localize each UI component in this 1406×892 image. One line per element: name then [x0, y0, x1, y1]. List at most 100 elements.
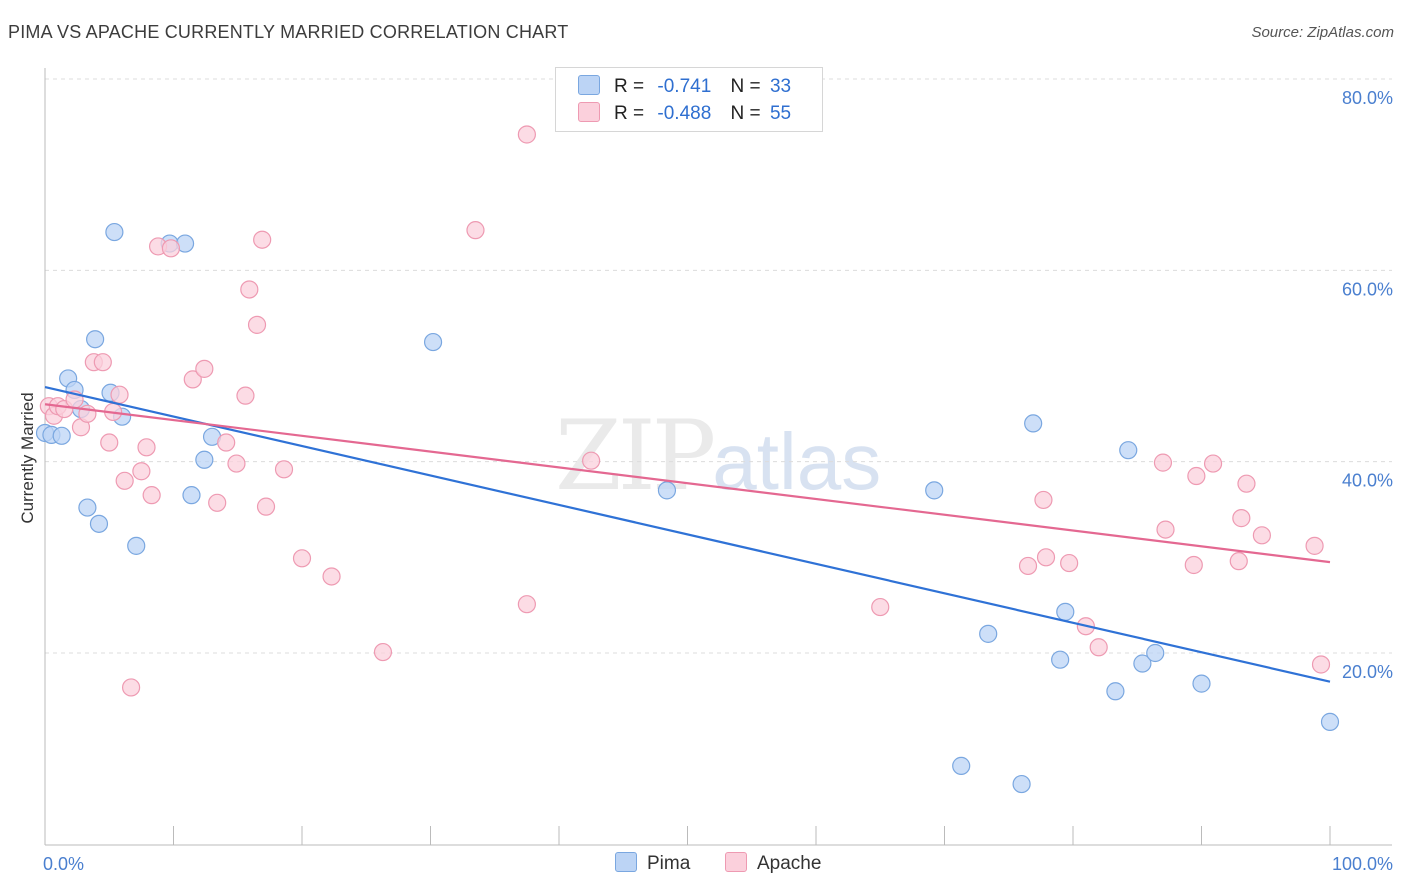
apache-series — [39, 125, 1331, 697]
apache-point — [227, 454, 246, 473]
apache-r-label: R = — [614, 103, 645, 124]
apache-point — [115, 471, 134, 490]
y-tick-label: 20.0% — [1342, 662, 1393, 682]
pima-point — [182, 486, 201, 505]
apache-legend-label: Apache — [757, 853, 822, 874]
pima-point — [952, 756, 971, 775]
pima-point — [1119, 441, 1138, 460]
apache-point — [1229, 552, 1248, 571]
apache-point — [1232, 509, 1251, 528]
x-tick-label-max: 100.0% — [1332, 854, 1393, 874]
tick-labels: 20.0% 40.0% 60.0% 80.0% 0.0% 100.0% Currently … — [18, 88, 1393, 874]
trend-lines — [44, 385, 1331, 683]
apache-point — [1156, 520, 1175, 539]
pima-point — [979, 624, 998, 643]
pima-point — [78, 498, 97, 517]
pima-legend-label: Pima — [647, 853, 691, 874]
apache-point — [1184, 555, 1203, 575]
apache-point — [247, 315, 267, 334]
apache-point — [100, 433, 119, 452]
apache-point — [183, 370, 202, 389]
apache-point — [240, 280, 259, 299]
pima-swatch — [578, 75, 600, 95]
legend-row-apache: R = -0.488 N = 55 — [578, 102, 791, 128]
pima-point — [1106, 682, 1125, 701]
y-tick-label: 80.0% — [1342, 88, 1393, 108]
pima-point — [1320, 712, 1340, 731]
pima-n-value: 33 — [769, 76, 792, 97]
series-legend: Pima Apache — [0, 852, 1406, 878]
apache-n-value: 55 — [769, 103, 792, 124]
apache-point — [236, 386, 255, 405]
apache-point — [208, 493, 227, 512]
legend-item-pima[interactable]: Pima — [615, 852, 690, 875]
apache-point — [110, 385, 129, 404]
apache-point — [142, 486, 161, 505]
apache-point — [1060, 553, 1079, 573]
y-tick-label: 60.0% — [1342, 279, 1393, 299]
y-axis-title: Currently Married — [18, 392, 37, 523]
apache-point — [161, 239, 181, 258]
apache-point — [373, 642, 393, 662]
pima-legend-swatch — [615, 852, 637, 872]
pima-r-label: R = — [614, 76, 645, 97]
apache-point — [1311, 655, 1331, 674]
pima-point — [925, 481, 944, 500]
y-tick-label: 40.0% — [1342, 471, 1393, 491]
apache-r-value: -0.488 — [657, 103, 712, 124]
pima-trend-line — [44, 385, 1331, 683]
apache-point — [1187, 466, 1206, 486]
pima-point — [423, 332, 443, 352]
pima-point — [1146, 643, 1165, 663]
legend-item-apache[interactable]: Apache — [725, 852, 821, 875]
apache-point — [121, 678, 141, 697]
apache-point — [1089, 638, 1108, 657]
pima-point — [195, 450, 214, 469]
pima-point — [1051, 650, 1070, 669]
apache-point — [1153, 453, 1173, 472]
apache-point — [582, 451, 601, 470]
apache-point — [1305, 536, 1324, 555]
pima-n-label: N = — [730, 76, 761, 97]
apache-point — [322, 567, 341, 586]
pima-point — [52, 426, 71, 445]
pima-point — [1012, 774, 1031, 794]
apache-point — [292, 549, 312, 568]
chart-title: PIMA VS APACHE CURRENTLY MARRIED CORRELA… — [8, 22, 569, 42]
apache-point — [1018, 556, 1038, 576]
apache-point — [195, 359, 214, 378]
apache-point — [1237, 474, 1256, 493]
pima-series — [35, 222, 1340, 794]
pima-point — [1133, 654, 1152, 673]
x-tick-label-min: 0.0% — [43, 854, 84, 874]
apache-legend-swatch — [725, 852, 747, 872]
apache-point — [274, 460, 294, 479]
apache-point — [517, 595, 536, 614]
apache-point — [137, 438, 156, 457]
axes — [44, 68, 1392, 846]
apache-point — [517, 125, 536, 144]
source-label[interactable]: Source: ZipAtlas.com — [1251, 24, 1394, 41]
apache-point — [1036, 548, 1056, 567]
apache-point — [1203, 454, 1223, 473]
pima-point — [86, 330, 105, 349]
apache-point — [466, 221, 485, 240]
apache-point — [256, 497, 276, 516]
apache-trend-line — [44, 403, 1331, 564]
watermark-zip: ZIP — [555, 400, 716, 512]
apache-point — [217, 433, 236, 452]
correlation-legend: R = -0.741 N = 33 R = -0.488 N = 55 — [555, 67, 823, 132]
pima-point — [1192, 674, 1211, 693]
pima-point — [127, 536, 146, 555]
pima-point — [657, 481, 677, 500]
pima-point — [105, 222, 124, 242]
apache-swatch — [578, 102, 600, 122]
pima-point — [89, 514, 109, 533]
apache-point — [1252, 526, 1271, 545]
pima-r-value: -0.741 — [657, 76, 712, 97]
apache-point — [1034, 490, 1053, 510]
apache-point — [93, 353, 112, 372]
apache-point — [871, 597, 890, 617]
pima-point — [1024, 414, 1043, 433]
